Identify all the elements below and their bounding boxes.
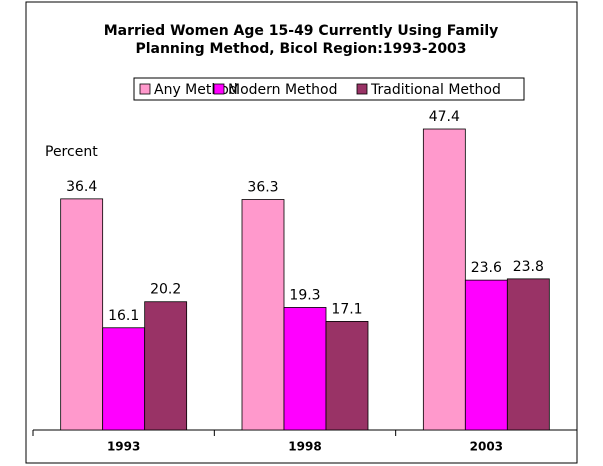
bar xyxy=(102,327,146,431)
bar xyxy=(464,279,508,431)
data-label: 36.3 xyxy=(247,179,278,195)
legend-label: Any Method xyxy=(154,82,238,98)
x-tick-label: 1998 xyxy=(288,440,321,454)
x-tick-label: 1993 xyxy=(107,440,140,454)
legend-box xyxy=(133,77,525,101)
data-label: 20.2 xyxy=(150,282,181,298)
data-label: 19.3 xyxy=(289,287,320,303)
legend-label: Modern Method xyxy=(228,82,337,98)
chart-title-line: Married Women Age 15-49 Currently Using … xyxy=(104,23,499,39)
legend-swatch xyxy=(356,83,368,95)
data-label: 36.4 xyxy=(66,179,97,195)
data-label: 16.1 xyxy=(108,308,139,324)
legend-swatch xyxy=(139,83,151,95)
bar xyxy=(144,301,188,431)
data-label: 47.4 xyxy=(429,109,460,125)
x-tick-label: 2003 xyxy=(470,440,503,454)
y-axis-label: Percent xyxy=(45,144,98,160)
bar xyxy=(422,128,466,431)
legend-label: Traditional Method xyxy=(370,82,501,98)
bar xyxy=(506,278,550,431)
bar xyxy=(60,198,104,431)
data-label: 17.1 xyxy=(331,301,362,317)
chart-title-line: Planning Method, Bicol Region:1993-2003 xyxy=(135,41,466,57)
bar xyxy=(283,307,327,431)
bar xyxy=(241,199,285,431)
data-label: 23.8 xyxy=(513,259,544,275)
bar xyxy=(325,321,369,431)
legend-swatch xyxy=(213,83,225,95)
data-label: 23.6 xyxy=(471,260,502,276)
